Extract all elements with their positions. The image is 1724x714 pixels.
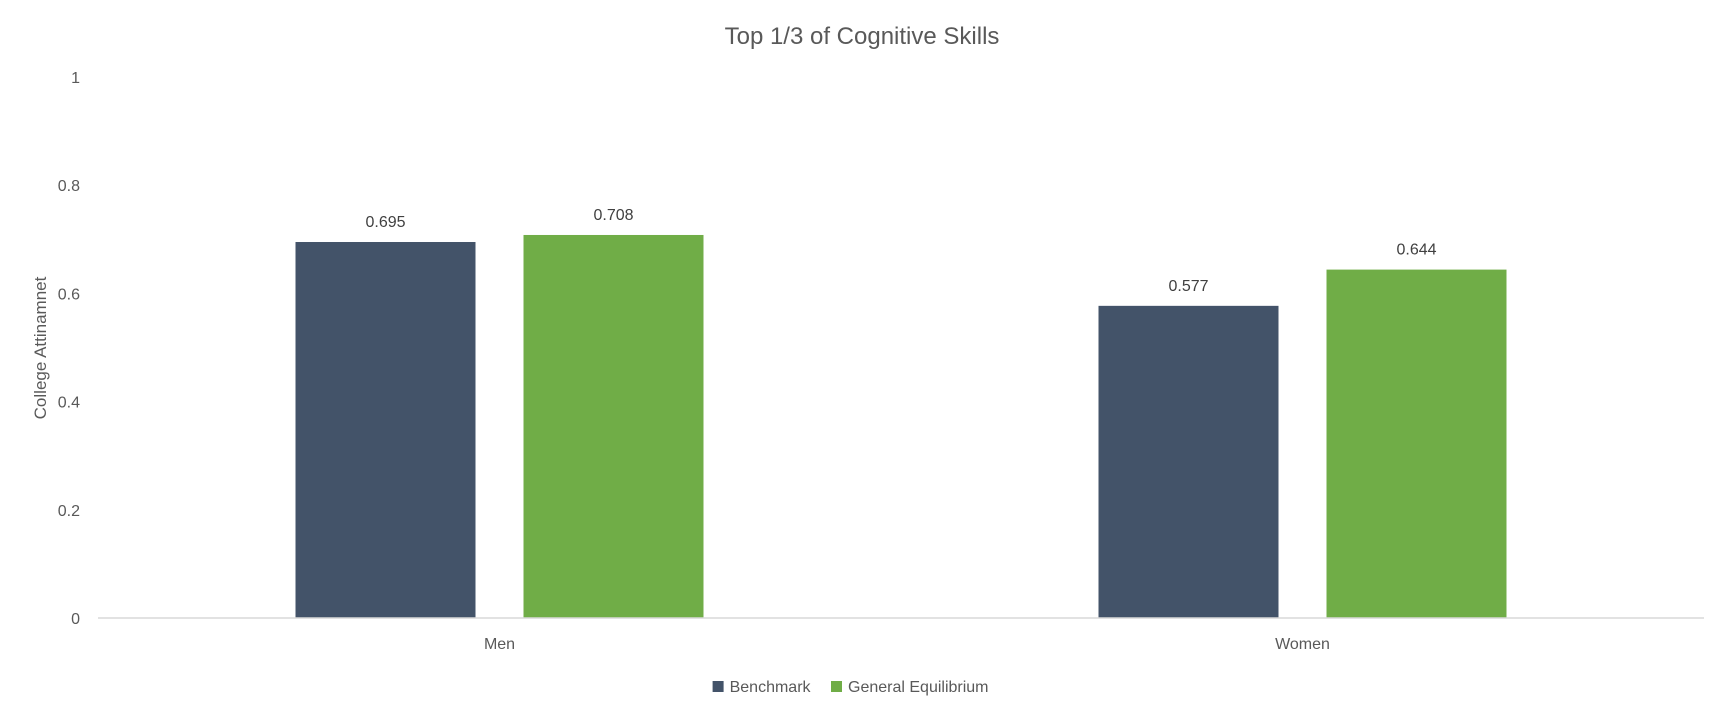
y-tick-label: 0 [71,611,80,628]
y-tick-label: 0.4 [58,395,80,412]
y-axis-ticks: 0 0.2 0.4 0.6 0.8 1 [58,70,80,628]
data-labels-group: 0.695 0.708 0.577 0.644 [365,207,1436,295]
y-tick-label: 0.2 [58,503,80,520]
chart-title: Top 1/3 of Cognitive Skills [725,23,1000,50]
x-category-label: Women [1275,636,1330,653]
data-label: 0.577 [1168,278,1208,295]
legend-swatch-general-equilibrium [831,681,842,692]
legend: Benchmark General Equilibrium [712,679,989,696]
x-axis-ticks: Men Women [484,636,1330,653]
legend-label: General Equilibrium [848,679,989,696]
y-tick-label: 0.8 [58,178,80,195]
y-axis-title: College Attinamnet [31,276,50,419]
y-tick-label: 0.6 [58,286,80,303]
x-category-label: Men [484,636,515,653]
bar-benchmark-men [295,242,476,618]
legend-swatch-benchmark [712,681,724,692]
bar-general-equilibrium-women [1326,269,1507,618]
data-label: 0.708 [593,207,633,224]
data-label: 0.695 [365,214,405,231]
legend-label: Benchmark [730,679,812,696]
bar-general-equilibrium-men [523,234,704,619]
bar-benchmark-women [1098,305,1279,618]
y-tick-label: 1 [71,70,80,87]
data-label: 0.644 [1396,242,1436,259]
bars-group [295,234,1507,619]
